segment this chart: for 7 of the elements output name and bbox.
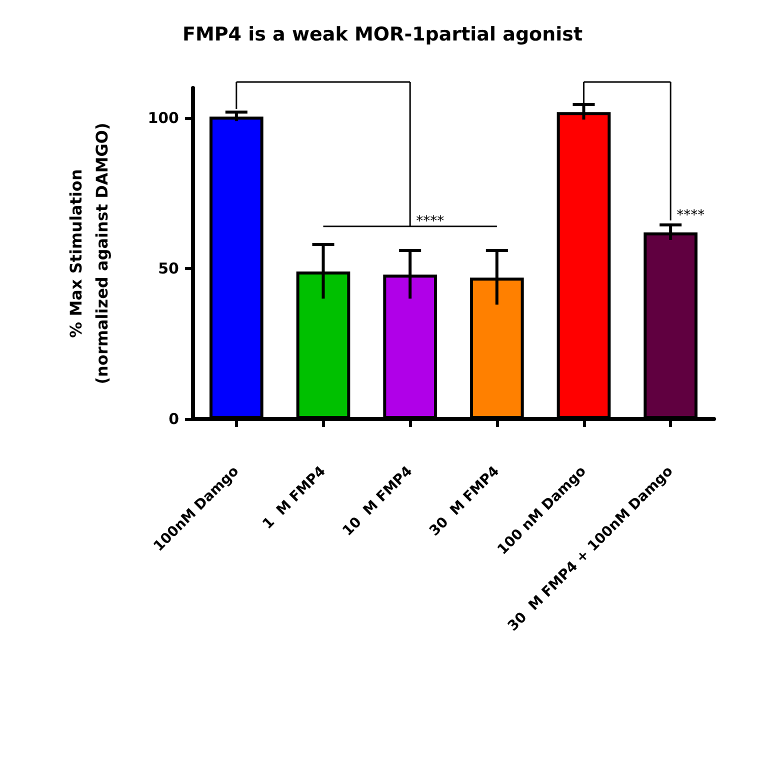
annotation: **** [416, 213, 444, 230]
y-axis-title: % Max Stimulation (normalized against DAMGO) [66, 122, 112, 384]
annotation: **** [676, 207, 705, 224]
y-tick-label: 0 [168, 410, 179, 428]
chart-title: FMP4 is a weak MOR-1partial agonist [182, 24, 583, 46]
y-tick-label: 100 [148, 109, 179, 128]
y-tick-label: 50 [158, 260, 179, 278]
